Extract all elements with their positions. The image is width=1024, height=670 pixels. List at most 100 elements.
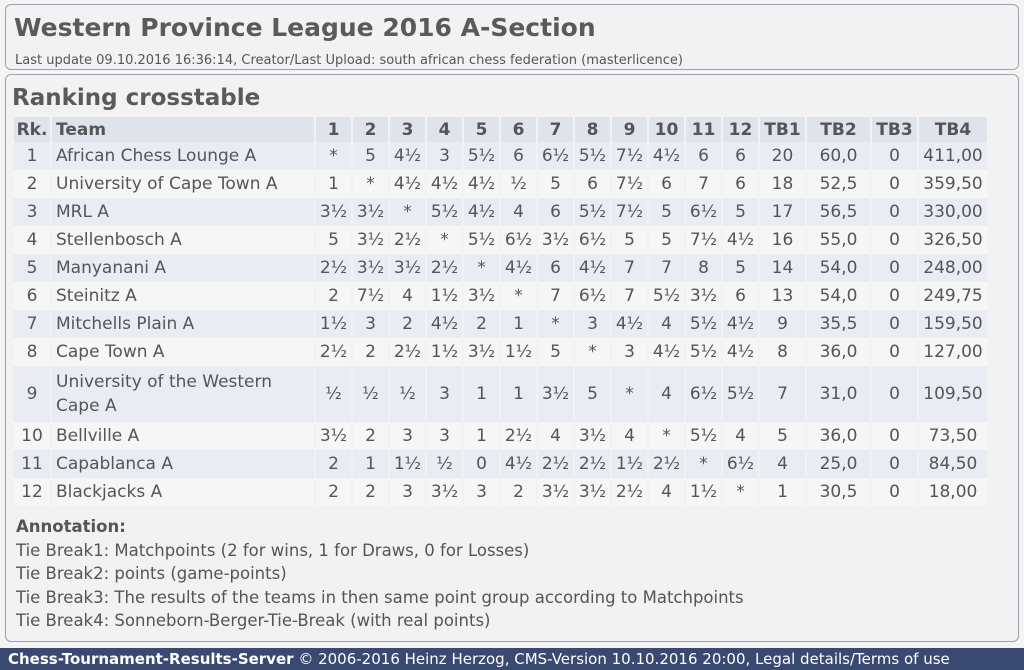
tiebreak-cell: 52,5 xyxy=(807,170,870,198)
tiebreak-cell: 0 xyxy=(872,366,917,422)
team-name-link[interactable]: Mitchells Plain A xyxy=(52,310,314,338)
column-header: 12 xyxy=(723,117,758,142)
tiebreak-cell: 56,5 xyxy=(807,198,870,226)
result-cell: 5½ xyxy=(723,366,758,422)
result-cell: 6 xyxy=(723,282,758,310)
result-cell: 2 xyxy=(353,422,388,450)
result-cell: 4½ xyxy=(501,450,536,478)
result-cell: 4½ xyxy=(464,198,499,226)
result-cell: * xyxy=(390,198,425,226)
result-cell: 4 xyxy=(538,422,573,450)
annotation-title: Annotation: xyxy=(16,517,126,536)
result-cell: 4½ xyxy=(723,226,758,254)
last-update-text: Last update 09.10.2016 16:36:14, Creator… xyxy=(15,53,683,68)
result-cell: 6 xyxy=(723,142,758,170)
table-row: 1 African Chess Lounge A * 5 4½ 3 5½ 6 6½ 5½ 7½ 4½ 6… xyxy=(14,142,987,170)
result-cell: 5 xyxy=(538,338,573,366)
tie-break-1: Tie Break1: Matchpoints (2 for wins, 1 f… xyxy=(16,540,530,560)
result-cell: 6 xyxy=(723,170,758,198)
team-name-link[interactable]: Stellenbosch A xyxy=(52,226,314,254)
tiebreak-cell: 0 xyxy=(872,338,917,366)
tiebreak-cell: 411,00 xyxy=(919,142,987,170)
tie-break-3: Tie Break3: The results of the teams in … xyxy=(16,587,744,607)
result-cell: 3½ xyxy=(427,478,462,506)
table-header-row: Rk. Team 1 2 3 4 5 6 7 8 9 10 11 12 TB1 TB2 TB3 TB4 xyxy=(14,117,987,142)
result-cell: 3 xyxy=(427,422,462,450)
team-name-link[interactable]: University of Cape Town A xyxy=(52,170,314,198)
result-cell: 3½ xyxy=(538,226,573,254)
rank-cell: 4 xyxy=(14,226,50,254)
tiebreak-cell: 14 xyxy=(760,254,805,282)
tiebreak-cell: 30,5 xyxy=(807,478,870,506)
result-cell: 1 xyxy=(501,310,536,338)
result-cell: ½ xyxy=(501,170,536,198)
rank-cell: 5 xyxy=(14,254,50,282)
table-row: 4 Stellenbosch A 5 3½ 2½ * 5½ 6½ 3½ 6½ 5 5 7½ 4½ 16 55,… xyxy=(14,226,987,254)
result-cell: * xyxy=(353,170,388,198)
result-cell: 3½ xyxy=(538,366,573,422)
tiebreak-cell: 84,50 xyxy=(919,450,987,478)
rank-cell: 2 xyxy=(14,170,50,198)
legal-link[interactable]: Legal details/Terms of use xyxy=(755,650,950,668)
result-cell: 7 xyxy=(649,254,684,282)
result-cell: 3½ xyxy=(353,226,388,254)
column-header: 3 xyxy=(390,117,425,142)
team-name-link[interactable]: MRL A xyxy=(52,198,314,226)
result-cell: 4½ xyxy=(427,310,462,338)
team-name-link[interactable]: Steinitz A xyxy=(52,282,314,310)
tiebreak-cell: 16 xyxy=(760,226,805,254)
result-cell: 3½ xyxy=(390,254,425,282)
team-name-link[interactable]: African Chess Lounge A xyxy=(52,142,314,170)
rank-cell: 9 xyxy=(14,366,50,422)
tiebreak-cell: 7 xyxy=(760,366,805,422)
section-title: Ranking crosstable xyxy=(12,85,261,111)
table-row: 10 Bellville A 3½ 2 3 3 1 2½ 4 3½ 4 * 5½ 4 5 36,0 0 73,50 xyxy=(14,422,987,450)
table-row: 8 Cape Town A 2½ 2 2½ 1½ 3½ 1½ 5 * 3 4½ 5½ 4½ 8 36,0 0 12… xyxy=(14,338,987,366)
server-link[interactable]: Chess-Tournament-Results-Server xyxy=(8,650,294,668)
result-cell: 5 xyxy=(538,170,573,198)
result-cell: 6 xyxy=(538,254,573,282)
result-cell: 2½ xyxy=(316,254,351,282)
team-name-link[interactable]: Manyanani A xyxy=(52,254,314,282)
team-name-link[interactable]: Blackjacks A xyxy=(52,478,314,506)
column-header: 1 xyxy=(316,117,351,142)
result-cell: 4½ xyxy=(649,338,684,366)
tiebreak-cell: 36,0 xyxy=(807,338,870,366)
result-cell: 2½ xyxy=(390,338,425,366)
tiebreak-cell: 54,0 xyxy=(807,282,870,310)
copyright-text: © 2006-2016 Heinz Herzog, CMS-Version 10… xyxy=(293,650,756,668)
tiebreak-cell: 359,50 xyxy=(919,170,987,198)
team-name-link[interactable]: Cape Town A xyxy=(52,338,314,366)
result-cell: 4 xyxy=(649,478,684,506)
result-cell: 1 xyxy=(464,366,499,422)
result-cell: 2½ xyxy=(390,226,425,254)
result-cell: 3 xyxy=(427,142,462,170)
tiebreak-cell: 73,50 xyxy=(919,422,987,450)
result-cell: 6 xyxy=(501,142,536,170)
result-cell: 4½ xyxy=(612,310,647,338)
result-cell: 5 xyxy=(649,198,684,226)
result-cell: 4 xyxy=(649,310,684,338)
tiebreak-cell: 4 xyxy=(760,450,805,478)
tiebreak-cell: 0 xyxy=(872,226,917,254)
result-cell: 5½ xyxy=(575,198,610,226)
rank-cell: 1 xyxy=(14,142,50,170)
result-cell: 8 xyxy=(686,254,721,282)
tiebreak-cell: 18 xyxy=(760,170,805,198)
team-name-link[interactable]: Capablanca A xyxy=(52,450,314,478)
result-cell: * xyxy=(612,366,647,422)
column-header: 11 xyxy=(686,117,721,142)
team-name-link[interactable]: University of the Western Cape A xyxy=(52,366,314,422)
result-cell: 3½ xyxy=(353,254,388,282)
result-cell: 6½ xyxy=(686,366,721,422)
result-cell: 2 xyxy=(464,310,499,338)
result-cell: 3½ xyxy=(353,198,388,226)
column-header: 5 xyxy=(464,117,499,142)
column-header: Rk. xyxy=(14,117,50,142)
result-cell: 6½ xyxy=(575,226,610,254)
result-cell: 2 xyxy=(353,478,388,506)
table-row: 5 Manyanani A 2½ 3½ 3½ 2½ * 4½ 6 4½ 7 7 8 5 14 54,0 0 248… xyxy=(14,254,987,282)
result-cell: 3 xyxy=(427,366,462,422)
team-name-link[interactable]: Bellville A xyxy=(52,422,314,450)
result-cell: ½ xyxy=(316,366,351,422)
